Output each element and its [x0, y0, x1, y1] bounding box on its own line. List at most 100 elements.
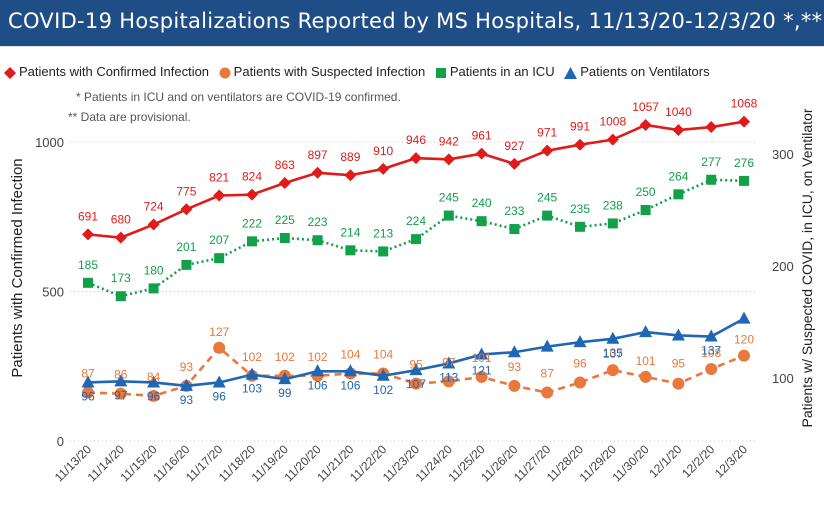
icu-data-label: 213 [373, 226, 393, 240]
suspected-point [639, 370, 652, 383]
confirmed-data-label: 1040 [665, 105, 692, 119]
confirmed-point [475, 147, 488, 160]
icu-point [378, 246, 389, 257]
ventilators-data-label: 102 [373, 383, 393, 397]
series-line-icu [87, 178, 745, 298]
confirmed-point [541, 144, 554, 157]
ventilators-data-label: 121 [472, 363, 492, 377]
suspected-data-label: 127 [209, 325, 229, 339]
data-labels: 691 680 724 775 821 824 863 897 889 910 946 942 961 9… [78, 97, 758, 407]
icu-data-label: 225 [275, 213, 295, 227]
suspected-data-label: 95 [409, 358, 423, 372]
ventilators-data-label: 106 [340, 378, 360, 392]
red-diamond-icon [4, 66, 16, 79]
suspected-data-label: 102 [275, 350, 295, 364]
suspected-point [738, 349, 750, 362]
ventilator-point [81, 375, 95, 388]
ventilator-point [442, 356, 456, 369]
suspected-data-label: 97 [442, 355, 456, 369]
confirmed-point [705, 121, 718, 134]
icu-point [312, 235, 323, 246]
x-tick-label: 11/30/20 [609, 442, 652, 485]
confirmed-point [114, 231, 127, 244]
suspected-data-label: 96 [573, 356, 587, 370]
suspected-data-label: 108 [701, 346, 721, 360]
icu-data-label: 276 [734, 156, 754, 170]
confirmed-data-label: 724 [144, 200, 164, 214]
icu-point [509, 224, 520, 235]
suspected-data-label: 102 [242, 350, 262, 364]
ventilators-data-label: 137 [701, 344, 721, 358]
y-right-tick-label: 300 [772, 147, 794, 162]
suspected-data-label: 87 [541, 367, 555, 381]
suspected-data-label: 102 [308, 350, 328, 364]
icu-data-label: 224 [406, 214, 426, 228]
suspected-data-label: 93 [508, 360, 522, 374]
ventilator-point [606, 331, 620, 344]
suspected-point [82, 386, 94, 399]
blue-triangle-icon [564, 66, 578, 79]
icu-point [83, 277, 93, 288]
y-right-tick-label: 200 [772, 259, 794, 274]
ventilator-point [737, 311, 751, 324]
confirmed-data-label: 821 [209, 171, 229, 185]
legend-label: Patients with Confirmed Infection [19, 64, 210, 79]
confirmed-point [82, 228, 94, 241]
suspected-data-label: 107 [603, 347, 623, 361]
confirmed-data-label: 942 [439, 134, 459, 148]
confirmed-data-label: 961 [472, 129, 492, 143]
title-bar: COVID-19 Hospitalizations Reported by MS… [0, 0, 824, 46]
suspected-data-label: 120 [734, 333, 754, 347]
ventilator-point [573, 335, 587, 348]
confirmed-data-label: 971 [537, 126, 557, 140]
confirmed-point [410, 152, 422, 165]
ventilator-point [409, 363, 423, 376]
suspected-point [508, 379, 521, 392]
suspected-point [606, 364, 619, 377]
icu-data-label: 201 [176, 240, 196, 254]
icu-point [345, 245, 356, 256]
legend-item-ventilators: Patients on Ventilators [564, 64, 710, 79]
icu-data-label: 185 [78, 258, 98, 272]
ventilators-data-label: 107 [406, 377, 426, 391]
confirmed-point [672, 124, 685, 137]
suspected-point [475, 370, 488, 383]
icu-point [607, 218, 618, 229]
chart-title: COVID-19 Hospitalizations Reported by MS… [8, 9, 823, 33]
axes: 0500100010020030011/13/2011/14/2011/15/2… [35, 135, 794, 485]
suspected-data-label: 101 [636, 354, 656, 368]
x-tick-label: 12/2/20 [679, 442, 717, 480]
ventilator-point [376, 368, 390, 381]
y-right-tick-label: 100 [772, 371, 794, 386]
green-square-icon [435, 67, 446, 78]
ventilators-data-label: 103 [242, 382, 262, 396]
legend-item-icu: Patients in an ICU [435, 64, 555, 79]
y-axis-right-title: Patients w/ Suspected COVID, in ICU, on … [799, 108, 815, 427]
confirmed-point [311, 166, 324, 179]
confirmed-data-label: 897 [308, 148, 328, 162]
suspected-point [147, 389, 160, 402]
ventilator-point [245, 367, 259, 380]
icu-data-label: 233 [504, 204, 524, 218]
icu-point [115, 291, 126, 302]
confirmed-point [606, 133, 619, 146]
ventilator-point [147, 375, 161, 388]
icu-data-label: 245 [537, 191, 557, 205]
y-left-tick-label: 1000 [35, 135, 64, 150]
suspected-data-label: 104 [340, 348, 360, 362]
series [81, 115, 751, 402]
suspected-point [410, 377, 422, 390]
confirmed-data-label: 863 [275, 158, 295, 172]
icu-point [181, 259, 192, 270]
suspected-point [705, 363, 718, 376]
icu-point [279, 233, 290, 243]
legend-item-confirmed: Patients with Confirmed Infection [4, 64, 209, 79]
y-axis-left-title: Patients with Confirmed Infection [9, 158, 26, 377]
confirmed-point [377, 162, 390, 175]
confirmed-point [180, 203, 193, 216]
confirmed-point [574, 138, 586, 151]
ventilator-point [704, 329, 718, 342]
confirmed-data-label: 1057 [632, 100, 659, 114]
y-left-tick-label: 500 [42, 285, 64, 300]
ventilators-data-label: 99 [278, 386, 292, 400]
